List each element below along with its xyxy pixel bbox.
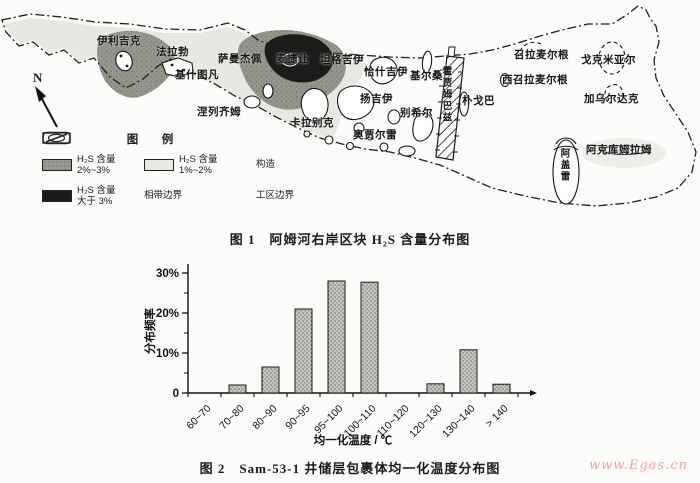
h2s-1-2-region	[4, 18, 366, 140]
khojambaz-hatched-band	[435, 46, 465, 161]
map-place-label: 坦格苦伊	[320, 54, 364, 66]
map-place-label: 霍贾姆巴兹	[440, 66, 452, 124]
map-place-label: 基什图凡	[175, 69, 219, 81]
structure-dots	[119, 54, 186, 72]
x-tick-label: > 140	[483, 403, 510, 430]
map-place-label: 基尔桑	[410, 70, 443, 82]
bar-80~90	[261, 366, 280, 394]
figure1-caption: 图 1 阿姆河右岸区块 H₂S 含量分布图	[229, 232, 471, 247]
map-place-label: 法拉勃	[156, 46, 189, 58]
legend-label: 工区边界	[256, 190, 295, 202]
legend-item-facies: 相带边界	[42, 132, 254, 208]
x-tick-label: 70~80	[217, 403, 246, 432]
figure1-map: N 伊利吉克法拉勃基什图凡 萨曼杰佩 麦捷让 坦格苦伊 恰什吉伊 基尔桑扬吉伊 别希尔 奥贾尔…	[1, 5, 697, 208]
map-place-label: 别希尔	[400, 107, 433, 119]
map-place-label: 西召拉麦尔根	[502, 74, 568, 86]
legend-item-h2s-1-2: H₂S 含量 1%~2%	[144, 153, 254, 177]
bar-70~80	[228, 384, 247, 394]
x-tick-label: 80~90	[250, 403, 279, 432]
legend-label: 相带边界	[144, 190, 183, 202]
map-place-label: 阿克库姆拉姆	[586, 144, 652, 156]
legend-label: H₂S 含量	[77, 153, 116, 165]
bar-90~95	[294, 308, 313, 394]
figure2-caption: 图 2 Sam-53-1 井储层包裹体均一化温度分布图	[199, 461, 501, 476]
map-legend: 图 例 H₂S 含量 2%~3% H₂S 含量 1%~2% 构造	[42, 131, 324, 208]
legend-item-h2s-gt3: H₂S 含量 大于 3%	[42, 184, 142, 208]
x-axis-title: 均一化温度 / ℃	[314, 433, 393, 447]
x-tick-label: 60~70	[184, 403, 213, 432]
y-axis-title: 分布频率	[143, 308, 157, 354]
x-axis-arrow	[530, 390, 537, 396]
legend-grid: H₂S 含量 2%~3% H₂S 含量 1%~2% 构造 H₂S 含量 大于 3%	[42, 131, 324, 208]
bar-120~130	[426, 383, 445, 394]
bar-> 140	[492, 383, 511, 394]
map-place-label: 扬吉伊	[360, 93, 393, 105]
x-tick-label: 90~95	[283, 403, 312, 432]
x-tick-label: 130~140	[440, 403, 478, 441]
y-tick-label: 20%	[156, 308, 179, 320]
y-tick-label: 0	[173, 388, 179, 400]
h2s-gt3-region	[264, 34, 334, 83]
map-place-label: 涅列齐姆	[197, 106, 241, 118]
map-place-label: 戈克米亚尔	[581, 54, 636, 66]
structure-outlines-dashed	[517, 41, 626, 102]
bar-95~100	[327, 280, 346, 394]
y-tick-label: 10%	[156, 348, 179, 360]
structure-outline	[281, 53, 299, 67]
x-tick-label: 120~130	[407, 403, 445, 441]
structure-outlines	[115, 50, 652, 205]
map-place-label: 麦捷让	[276, 53, 309, 65]
bar-100~110	[360, 281, 379, 394]
map-place-label: 召拉麦尔根	[514, 49, 569, 61]
map-place-label: 伊利吉克	[97, 35, 141, 47]
legend-item-structure: 构造	[42, 131, 328, 177]
legend-label: 构造	[256, 159, 276, 171]
legend-item-h2s-2-3: H₂S 含量 2%~3%	[42, 153, 142, 177]
map-place-label: 萨曼杰佩	[218, 53, 262, 65]
legend-label: 1%~2%	[179, 165, 213, 176]
h2s-2-3-swatch	[42, 159, 72, 171]
h2s-gt3-swatch	[42, 190, 72, 202]
bar-chart-graphic: 010%20%30%60~70 70~80 80~90 90~95 95~100100~…	[143, 264, 537, 447]
legend-label: H₂S 含量	[77, 184, 116, 196]
map-place-label: 卡拉别克	[290, 117, 334, 129]
legend-item-workarea: 工区边界	[42, 132, 328, 208]
h2s-1-2-swatch	[144, 159, 174, 171]
north-label: N	[33, 70, 43, 85]
legend-label: 2%~3%	[77, 165, 111, 176]
y-tick-label: 30%	[156, 268, 179, 280]
map-place-label: 朴戈巴	[462, 95, 495, 107]
figure2-bar-chart: 0 10% 20% 30% 60~70 70~80 80~90 90~95 95~100 100~…	[138, 256, 578, 456]
bar-130~140	[459, 349, 478, 394]
watermark-text: www.Egas.cn	[589, 458, 688, 473]
map-place-label: 加乌尔达克	[584, 93, 639, 105]
north-arrow-icon	[35, 86, 58, 128]
work-area-boundary-icon	[42, 132, 71, 144]
map-place-label: 恰什吉伊	[364, 66, 408, 78]
legend-title: 图 例	[126, 134, 180, 146]
map-graphic	[1, 5, 697, 207]
legend-label: H₂S 含量	[179, 153, 218, 165]
legend-label: 大于 3%	[77, 196, 113, 207]
map-place-label: 阿盖雷	[558, 148, 570, 183]
map-place-label: 奥贾尔雷	[353, 129, 397, 141]
h2s-1-2-region-east	[582, 138, 666, 168]
